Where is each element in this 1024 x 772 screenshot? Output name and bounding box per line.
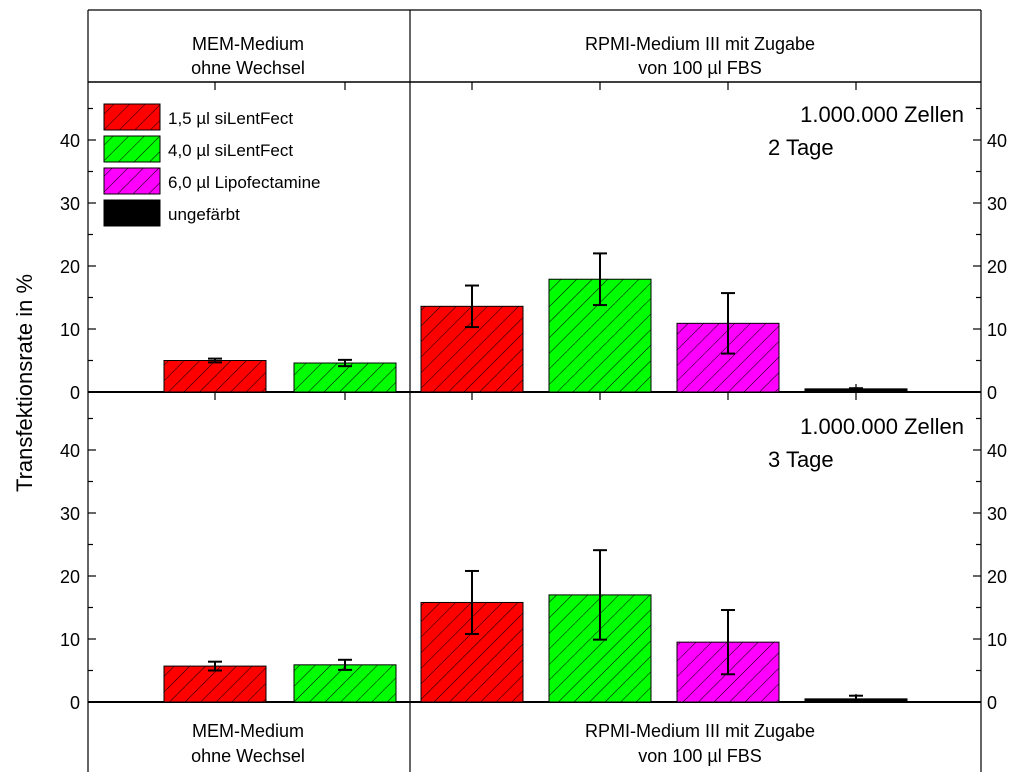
bottom-header-left-line1: MEM-Medium	[192, 721, 304, 741]
panel-2-annotation-line1: 1.000.000 Zellen	[800, 414, 964, 439]
bar-hatch	[164, 360, 266, 392]
y-tick-label-left: 10	[60, 630, 80, 650]
top-header-right-line2: von 100 µl FBS	[638, 58, 761, 78]
y-tick-label-left: 40	[60, 441, 80, 461]
top-header-left-line2: ohne Wechsel	[191, 58, 305, 78]
y-tick-label-left: 0	[70, 693, 80, 713]
top-header-left-line1: MEM-Medium	[192, 34, 304, 54]
bottom-header-left-line2: ohne Wechsel	[191, 746, 305, 766]
y-tick-label-left: 10	[60, 320, 80, 340]
y-tick-label-left: 30	[60, 504, 80, 524]
y-tick-label-left: 20	[60, 257, 80, 277]
y-tick-label-right: 30	[987, 194, 1007, 214]
y-tick-label-right: 10	[987, 630, 1007, 650]
bar-hatch	[294, 664, 396, 702]
legend-label-4: ungefärbt	[168, 205, 240, 224]
y-tick-label-right: 10	[987, 320, 1007, 340]
bar-hatch	[164, 666, 266, 702]
legend-label-1: 1,5 µl siLentFect	[168, 109, 293, 128]
y-tick-label-left: 40	[60, 131, 80, 151]
y-tick-label-left: 0	[70, 383, 80, 403]
y-axis-label: Transfektionsrate in %	[12, 274, 37, 492]
top-header-right-line1: RPMI-Medium III mit Zugabe	[585, 34, 815, 54]
y-tick-label-left: 20	[60, 567, 80, 587]
y-tick-label-right: 0	[987, 693, 997, 713]
panel-2-annotation-line2: 3 Tage	[768, 447, 834, 472]
y-tick-label-right: 40	[987, 131, 1007, 151]
y-tick-label-right: 20	[987, 257, 1007, 277]
legend-label-3: 6,0 µl Lipofectamine	[168, 173, 321, 192]
bar-hatch	[294, 363, 396, 392]
y-tick-label-right: 30	[987, 504, 1007, 524]
panel-1-annotation-line2: 2 Tage	[768, 135, 834, 160]
legend-label-2: 4,0 µl siLentFect	[168, 141, 293, 160]
panel-1-annotation-line1: 1.000.000 Zellen	[800, 102, 964, 127]
chart-marks: 0 0 10 10 20 20 30 30 40 40 0 0 10 10 20 20 30 30 40 40	[60, 9, 1007, 772]
y-tick-label-right: 40	[987, 441, 1007, 461]
bottom-header-right-line1: RPMI-Medium III mit Zugabe	[585, 721, 815, 741]
y-tick-label-left: 30	[60, 194, 80, 214]
y-tick-label-right: 0	[987, 383, 997, 403]
legend-swatch-4	[103, 199, 161, 227]
legend: 1,5 µl siLentFect 4,0 µl siLentFect 6,0 …	[103, 103, 321, 227]
y-tick-label-right: 20	[987, 567, 1007, 587]
bottom-header-right-line2: von 100 µl FBS	[638, 746, 761, 766]
